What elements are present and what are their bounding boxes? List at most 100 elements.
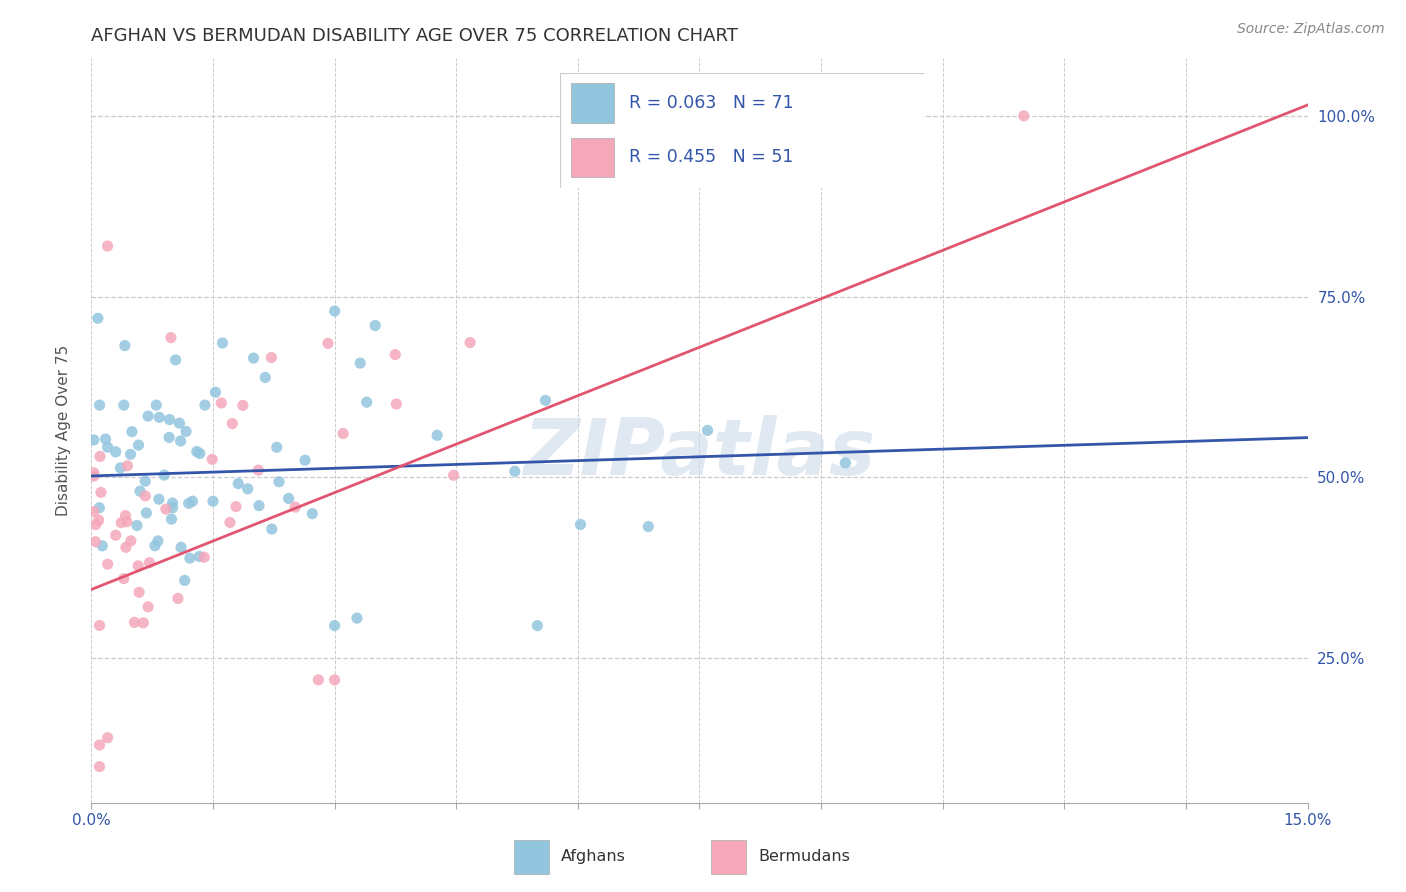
Point	[443, 468, 465, 483]
Point	[97, 239, 120, 253]
Point	[834, 456, 856, 470]
Point	[202, 494, 225, 508]
Point	[323, 304, 346, 318]
Point	[569, 517, 592, 532]
Point	[94, 432, 117, 446]
Point	[226, 476, 249, 491]
Point	[148, 492, 170, 507]
Point	[89, 759, 111, 773]
Point	[165, 353, 187, 368]
Point	[162, 500, 184, 515]
Point	[364, 318, 387, 333]
Point	[181, 494, 204, 508]
Point	[112, 572, 135, 586]
Point	[267, 475, 290, 489]
Point	[153, 468, 176, 483]
Point	[173, 574, 195, 588]
Point	[232, 398, 254, 412]
Point	[114, 508, 136, 523]
Point	[219, 516, 242, 530]
Point	[83, 504, 105, 518]
Point	[247, 463, 270, 477]
Point	[323, 673, 346, 687]
Point	[346, 611, 368, 625]
Point	[236, 482, 259, 496]
Point	[115, 541, 138, 555]
Point	[135, 506, 157, 520]
Point	[83, 469, 105, 483]
Point	[124, 615, 146, 630]
Point	[120, 447, 142, 461]
Point	[316, 336, 339, 351]
Point	[148, 410, 170, 425]
Point	[134, 489, 156, 503]
Point	[89, 398, 111, 412]
Point	[332, 426, 354, 441]
Text: AFGHAN VS BERMUDAN DISABILITY AGE OVER 75 CORRELATION CHART: AFGHAN VS BERMUDAN DISABILITY AGE OVER 7…	[91, 28, 738, 45]
Point	[356, 395, 378, 409]
Point	[89, 500, 111, 515]
Point	[157, 430, 180, 444]
Point	[110, 461, 132, 475]
Point	[145, 398, 167, 412]
Point	[169, 416, 191, 430]
Point	[201, 452, 224, 467]
Point	[458, 335, 481, 350]
Point	[155, 502, 177, 516]
Point	[128, 585, 150, 599]
Point	[104, 528, 127, 542]
Point	[138, 556, 160, 570]
FancyBboxPatch shape	[515, 839, 550, 874]
Point	[301, 507, 323, 521]
Text: Source: ZipAtlas.com: Source: ZipAtlas.com	[1237, 22, 1385, 37]
Point	[83, 433, 105, 447]
Text: Afghans: Afghans	[561, 849, 626, 864]
Point	[266, 440, 288, 454]
Point	[134, 474, 156, 488]
Point	[91, 539, 114, 553]
Point	[160, 512, 183, 526]
Point	[162, 496, 184, 510]
Point	[534, 393, 557, 408]
Point	[179, 551, 201, 566]
Point	[104, 445, 127, 459]
Point	[307, 673, 329, 687]
Point	[143, 539, 166, 553]
Point	[84, 517, 107, 532]
Point	[89, 450, 111, 464]
Point	[260, 351, 283, 365]
Point	[323, 618, 346, 632]
Point	[125, 518, 148, 533]
Point	[426, 428, 449, 442]
Point	[696, 424, 718, 438]
Point	[112, 398, 135, 412]
Point	[188, 549, 211, 564]
Point	[110, 516, 132, 530]
Point	[121, 425, 143, 439]
Point	[277, 491, 299, 506]
Point	[526, 618, 548, 632]
Point	[174, 425, 197, 439]
Point	[97, 731, 120, 745]
Point	[177, 496, 200, 510]
Point	[209, 396, 232, 410]
Point	[160, 331, 183, 345]
Point	[136, 599, 159, 614]
Point	[89, 618, 111, 632]
Point	[159, 412, 181, 426]
Point	[225, 500, 247, 514]
Point	[97, 440, 120, 454]
Point	[503, 464, 526, 478]
Point	[284, 500, 307, 515]
Point	[221, 417, 243, 431]
Point	[87, 513, 110, 527]
Point	[637, 519, 659, 533]
Point	[349, 356, 371, 370]
Point	[384, 348, 406, 362]
Point	[294, 453, 316, 467]
Point	[260, 522, 283, 536]
Point	[83, 466, 105, 480]
Point	[84, 534, 107, 549]
Point	[89, 738, 111, 752]
Point	[114, 338, 136, 352]
